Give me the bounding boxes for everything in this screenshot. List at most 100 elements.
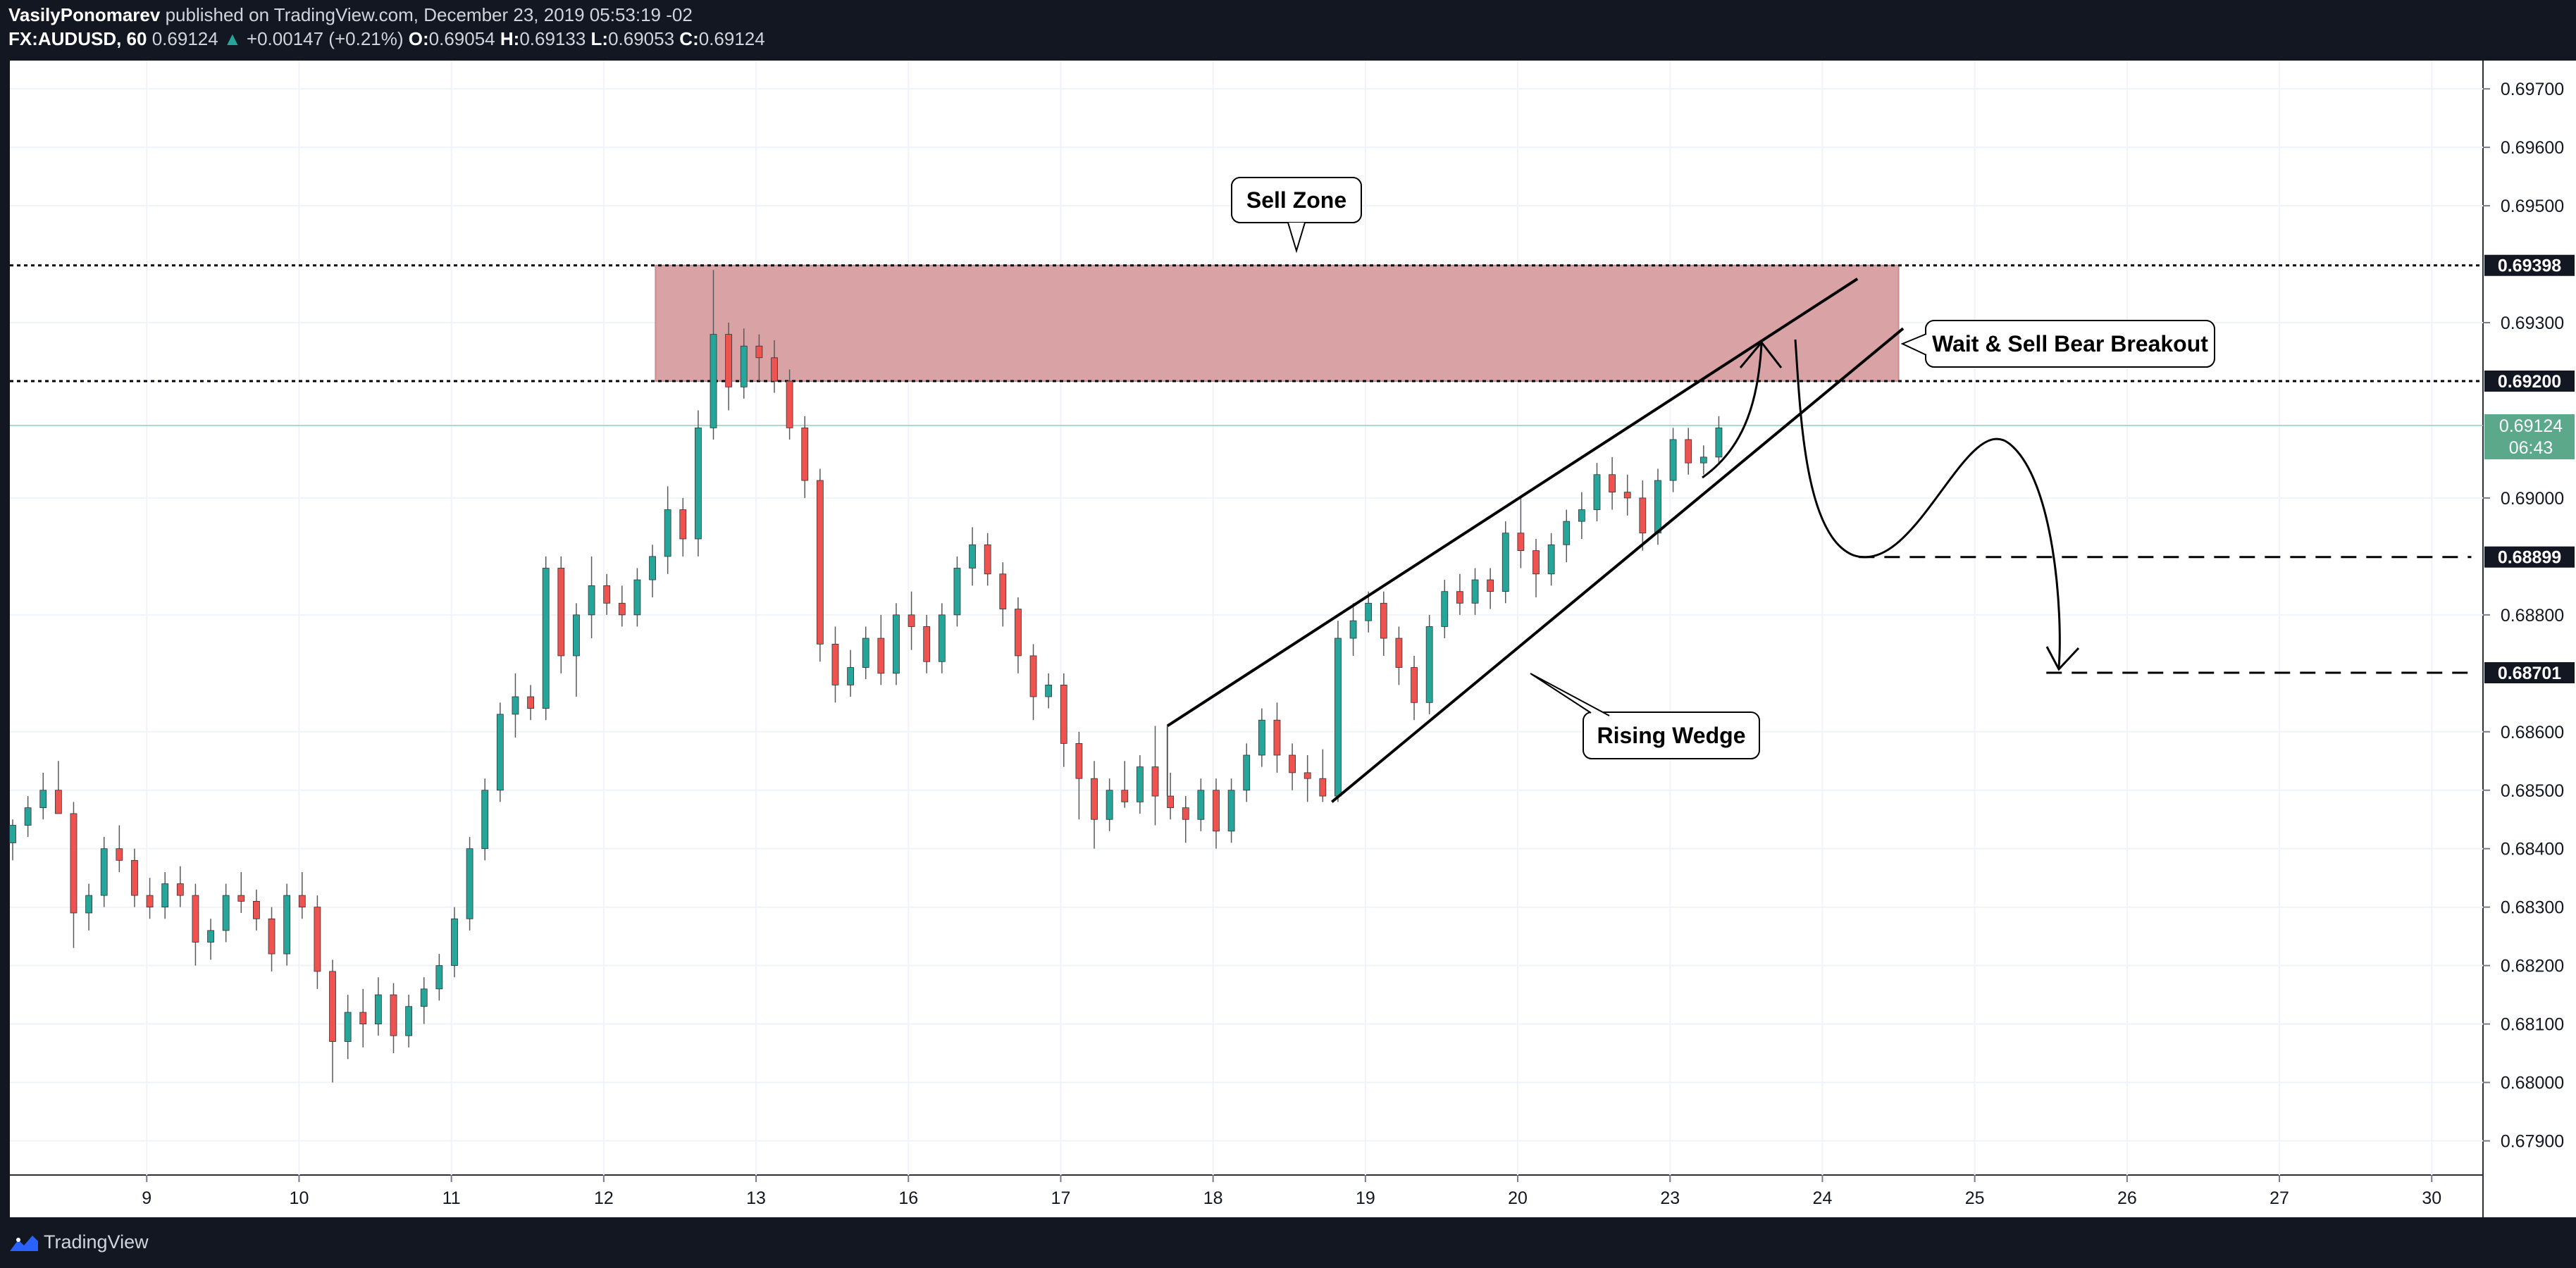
y-tick-label: 0.69000 [2501,489,2564,509]
price-chart[interactable]: 0.69700 0.69600 0.69500 0.69300 0.69000 0.688… [0,61,2576,1217]
candle-body [664,509,671,557]
candle-body [1091,778,1098,820]
candle-body [435,965,443,990]
candle [801,416,809,498]
candle-body [54,790,62,814]
candle [451,907,458,978]
price-axis-background[interactable] [2483,61,2576,1217]
breakout-label: Wait & Sell Bear Breakout [1900,320,2215,368]
candle [1441,580,1449,639]
candle-body [1654,480,1661,534]
candle-body [1547,544,1555,575]
candle-body [207,930,214,943]
x-tick-label: 16 [898,1188,918,1208]
candle-body [1456,591,1463,604]
price-axis[interactable]: 0.69700 0.69600 0.69500 0.69300 0.69000 0.688… [2483,80,2575,1152]
published-text: published on TradingView.com, December 2… [165,4,693,25]
candle-body [984,544,991,575]
candle [816,468,824,662]
candle-body [1045,685,1053,697]
candle-body [862,638,869,668]
candle-body [1669,439,1677,481]
candle-body [146,895,154,908]
candle-body [1487,579,1494,592]
drawings [1166,278,2472,803]
candle [116,825,123,872]
tradingview-logo-icon[interactable] [8,1234,39,1253]
candle-body [831,643,839,685]
symbol-name[interactable]: FX:AUDUSD, 60 [8,28,147,49]
candle [969,527,976,586]
brand-name[interactable]: TradingView [44,1231,149,1253]
candle-body [847,667,854,685]
candle-body [100,848,108,896]
candle-body [1517,533,1525,552]
wedge-label-text: Rising Wedge [1597,723,1746,748]
candle [1532,539,1540,597]
candle-body [116,848,123,861]
candle-body [557,568,565,657]
candle [329,959,336,1083]
candle-body [1699,456,1707,464]
candle-body [1121,790,1129,802]
y-tick-label: 0.69300 [2501,313,2564,333]
x-tick-label: 12 [594,1188,614,1208]
sell-zone-label-text: Sell Zone [1246,187,1346,213]
time-axis[interactable]: 9 10 11 12 13 16 17 18 19 20 23 24 25 26 27 30 [142,1175,2441,1208]
candle-body [420,988,428,1007]
candle-body [1273,719,1281,756]
candle [420,977,428,1024]
price-tag-label: 0.69200 [2498,372,2561,392]
x-tick-label: 9 [142,1188,151,1208]
candle-body [1197,790,1205,820]
close-label: C: [679,28,699,49]
candle [1121,761,1129,808]
candle-body [131,859,138,896]
candle [1106,778,1113,831]
candle-body [451,918,458,966]
candle-body [466,848,473,919]
last-price-tag-bg [2484,414,2575,460]
candle-body [938,614,946,662]
y-tick-label: 0.68000 [2501,1074,2564,1093]
candle [222,883,230,943]
candle-body [953,568,961,616]
candle [207,919,214,960]
candle [359,988,367,1048]
candle [877,614,885,685]
candle [847,649,854,697]
candle-body [573,614,580,657]
arrow-down-icon [2045,646,2080,671]
x-tick-label: 17 [1051,1188,1071,1208]
candle [131,848,138,907]
candle-body [771,357,778,382]
candle [771,340,778,393]
author-name[interactable]: VasilyPonomarev [8,4,161,25]
candle [1029,644,1037,721]
candle [1501,521,1509,604]
plot-background [10,61,2483,1217]
candle-body [710,334,717,428]
candle-body [786,380,793,428]
candle [466,837,473,931]
projection-path [1702,339,2061,669]
candle [1471,568,1479,615]
x-tick-label: 11 [442,1188,461,1208]
candle-body [1213,790,1220,832]
candle [1060,673,1067,767]
wedge-lower-line [1331,327,1905,803]
y-tick-label: 0.67900 [2501,1132,2564,1152]
candle-body [1167,795,1175,809]
candle [862,626,869,680]
candle [1335,621,1342,802]
candle-body [1365,602,1373,621]
x-tick-label: 10 [290,1188,309,1208]
candle [557,556,565,673]
candle-body [237,895,245,902]
x-tick-label: 26 [2117,1188,2137,1208]
candle-body [1029,655,1037,697]
candle [664,486,671,574]
candle-body [405,1006,413,1036]
candle [1289,743,1296,790]
candle-body [725,334,733,387]
